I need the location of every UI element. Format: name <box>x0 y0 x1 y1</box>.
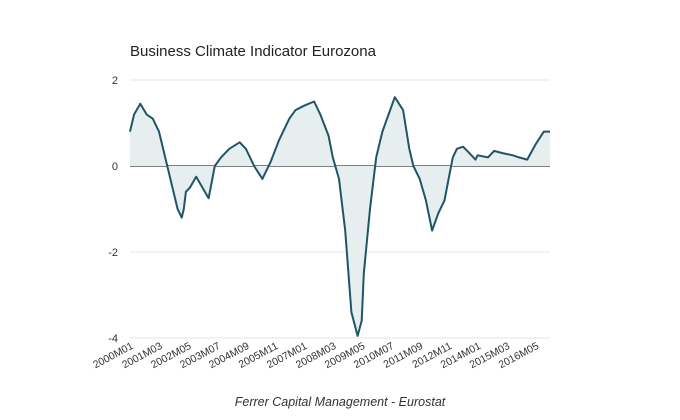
series-line <box>129 96 550 337</box>
y-tick-label: -4 <box>108 333 118 345</box>
chart-title: Business Climate Indicator Eurozona <box>130 43 377 60</box>
x-axis-ticks: 2000M012001M032002M052003M072004M092005M… <box>91 340 541 371</box>
y-tick-label: -2 <box>108 247 118 259</box>
source-caption: Ferrer Capital Management - Eurostat <box>235 395 446 409</box>
y-tick-label: 0 <box>112 161 118 173</box>
y-axis-ticks: 2 0 -2 -4 <box>108 75 118 345</box>
series-line-path <box>129 96 550 337</box>
series-area <box>130 97 550 336</box>
series-area-fill <box>130 97 550 336</box>
grid <box>130 79 550 339</box>
y-tick-label: 2 <box>112 75 118 87</box>
